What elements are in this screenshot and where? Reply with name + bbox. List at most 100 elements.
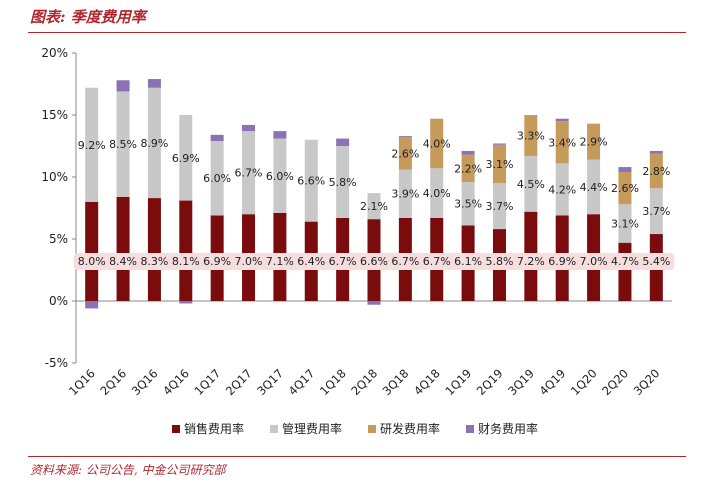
bar-sales [147, 198, 161, 301]
legend-item: 销售费用率 [172, 420, 244, 437]
bar-finance [85, 301, 99, 309]
sales-label-bg [293, 253, 330, 270]
y-tick-label: 20% [41, 46, 68, 60]
bar-rnd [587, 123, 601, 160]
data-label-admin: 4.5% [517, 178, 545, 191]
bar-admin [336, 146, 350, 218]
bar-finance [461, 150, 475, 155]
bar-sales [116, 196, 130, 301]
legend: 销售费用率 管理费用率 研发费用率 财务费用率 [172, 420, 538, 437]
data-label-rnd: 2.2% [454, 162, 482, 175]
data-label-sales: 7.0% [580, 255, 608, 268]
x-tick-label: 2Q19 [474, 366, 506, 398]
bar-admin [367, 193, 381, 220]
x-tick-label: 2Q16 [97, 366, 129, 398]
bar-finance [398, 136, 412, 138]
bar-admin [147, 87, 161, 199]
bar-rnd [649, 153, 663, 189]
data-label-admin: 4.2% [548, 183, 576, 196]
data-label-admin: 2.1% [360, 200, 388, 213]
bar-admin [461, 181, 475, 226]
y-tick-label: 10% [41, 170, 68, 184]
data-label-sales: 6.7% [391, 255, 419, 268]
bar-rnd [430, 118, 444, 169]
data-label-sales: 8.1% [172, 255, 200, 268]
data-label-admin: 3.7% [642, 205, 670, 218]
legend-swatch [270, 424, 279, 433]
data-label-sales: 4.7% [611, 255, 639, 268]
sales-label-bg [418, 253, 455, 270]
sales-label-bg [512, 253, 549, 270]
data-label-sales: 6.1% [454, 255, 482, 268]
bar-admin [116, 91, 130, 197]
bar-finance [116, 80, 130, 92]
data-label-sales: 6.4% [297, 255, 325, 268]
bar-admin [492, 183, 506, 230]
data-label-rnd: 2.6% [391, 147, 419, 160]
bar-sales [85, 201, 99, 301]
bar-finance [492, 143, 506, 145]
chart-title: 图表: 季度费用率 [30, 8, 146, 26]
bar-finance [273, 131, 287, 139]
bar-rnd [618, 172, 632, 205]
sales-label-bg [606, 253, 643, 270]
bar-admin [85, 87, 99, 202]
x-tick-label: 3Q18 [380, 366, 412, 398]
top-divider [28, 32, 686, 33]
data-label-admin: 4.4% [580, 181, 608, 194]
legend-item: 研发费用率 [368, 420, 440, 437]
data-label-sales: 5.8% [485, 255, 513, 268]
x-tick-label: 2Q17 [223, 366, 255, 398]
data-label-rnd: 2.9% [580, 136, 608, 149]
bar-admin [398, 169, 412, 218]
data-label-sales: 6.9% [203, 255, 231, 268]
sales-label-bg [387, 253, 424, 270]
bar-admin [430, 168, 444, 218]
data-label-admin: 6.0% [203, 172, 231, 185]
data-label-rnd: 2.6% [611, 182, 639, 195]
bar-admin [210, 141, 224, 216]
sales-label-bg [356, 253, 392, 270]
data-label-admin: 3.7% [485, 200, 513, 213]
x-tick-label: 4Q16 [160, 366, 192, 398]
bottom-divider [28, 456, 686, 457]
data-label-admin: 4.0% [423, 187, 451, 200]
x-tick-label: 4Q19 [537, 366, 569, 398]
data-label-sales: 7.1% [266, 255, 294, 268]
data-label-sales: 8.0% [78, 255, 106, 268]
sales-label-bg [575, 253, 612, 270]
x-tick-label: 3Q16 [129, 366, 161, 398]
bar-finance [242, 124, 256, 132]
y-tick-label: 5% [49, 232, 68, 246]
data-label-sales: 7.2% [517, 255, 545, 268]
x-tick-label: 1Q18 [317, 366, 349, 398]
bar-sales [618, 242, 632, 301]
data-label-sales: 8.3% [140, 255, 168, 268]
y-tick-label: 15% [41, 108, 68, 122]
data-label-rnd: 3.4% [548, 136, 576, 149]
bar-finance [179, 301, 193, 304]
y-tick-label: -5% [45, 356, 68, 370]
legend-label: 销售费用率 [184, 422, 245, 436]
x-tick-label: 3Q17 [254, 366, 286, 398]
sales-label-bg [105, 253, 142, 270]
bar-admin [242, 131, 256, 215]
sales-label-bg [324, 253, 361, 270]
data-label-rnd: 3.1% [485, 158, 513, 171]
data-label-admin: 6.7% [235, 167, 263, 180]
legend-swatch [368, 424, 377, 433]
bar-rnd [461, 154, 475, 182]
y-tick-label: 0% [49, 294, 68, 308]
data-label-sales: 6.7% [329, 255, 357, 268]
legend-swatch [172, 424, 180, 433]
bar-rnd [524, 115, 538, 156]
legend-swatch [466, 424, 475, 433]
legend-label: 财务费用率 [478, 422, 539, 436]
sales-label-bg [136, 253, 173, 270]
bar-rnd [492, 144, 506, 184]
bar-admin [555, 163, 569, 216]
bar-finance [555, 118, 569, 122]
x-tick-label: 2Q18 [348, 366, 380, 398]
bar-finance [336, 138, 350, 146]
